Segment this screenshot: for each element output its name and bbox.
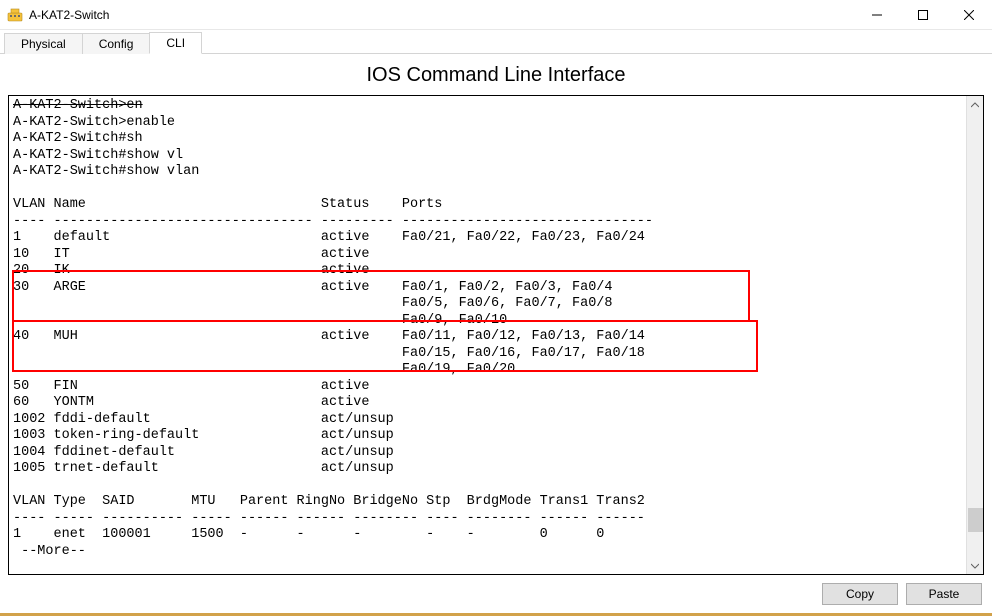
window-title: A-KAT2-Switch: [29, 8, 854, 22]
scroll-up-icon[interactable]: [967, 96, 983, 113]
tab-config[interactable]: Config: [82, 33, 151, 54]
scroll-thumb[interactable]: [968, 508, 983, 532]
copy-button[interactable]: Copy: [822, 583, 898, 605]
tab-physical[interactable]: Physical: [4, 33, 83, 54]
terminal-container: A-KAT2-Switch>en A-KAT2-Switch>enable A-…: [8, 95, 984, 575]
paste-button[interactable]: Paste: [906, 583, 982, 605]
app-icon: [7, 7, 23, 23]
tabbar: Physical Config CLI: [0, 30, 992, 54]
tab-cli[interactable]: CLI: [149, 32, 202, 54]
scrollbar[interactable]: [966, 96, 983, 574]
cli-heading: IOS Command Line Interface: [8, 54, 984, 95]
close-button[interactable]: [946, 0, 992, 29]
titlebar: A-KAT2-Switch: [0, 0, 992, 30]
app-window: A-KAT2-Switch Physical Config CLI IOS Co…: [0, 0, 992, 616]
window-controls: [854, 0, 992, 29]
terminal-text: A-KAT2-Switch>en A-KAT2-Switch>enable A-…: [13, 98, 962, 560]
minimize-button[interactable]: [854, 0, 900, 29]
terminal-output[interactable]: A-KAT2-Switch>en A-KAT2-Switch>enable A-…: [9, 96, 966, 574]
scroll-down-icon[interactable]: [967, 557, 983, 574]
content-area: IOS Command Line Interface A-KAT2-Switch…: [0, 54, 992, 613]
button-bar: Copy Paste: [8, 575, 984, 605]
maximize-button[interactable]: [900, 0, 946, 29]
